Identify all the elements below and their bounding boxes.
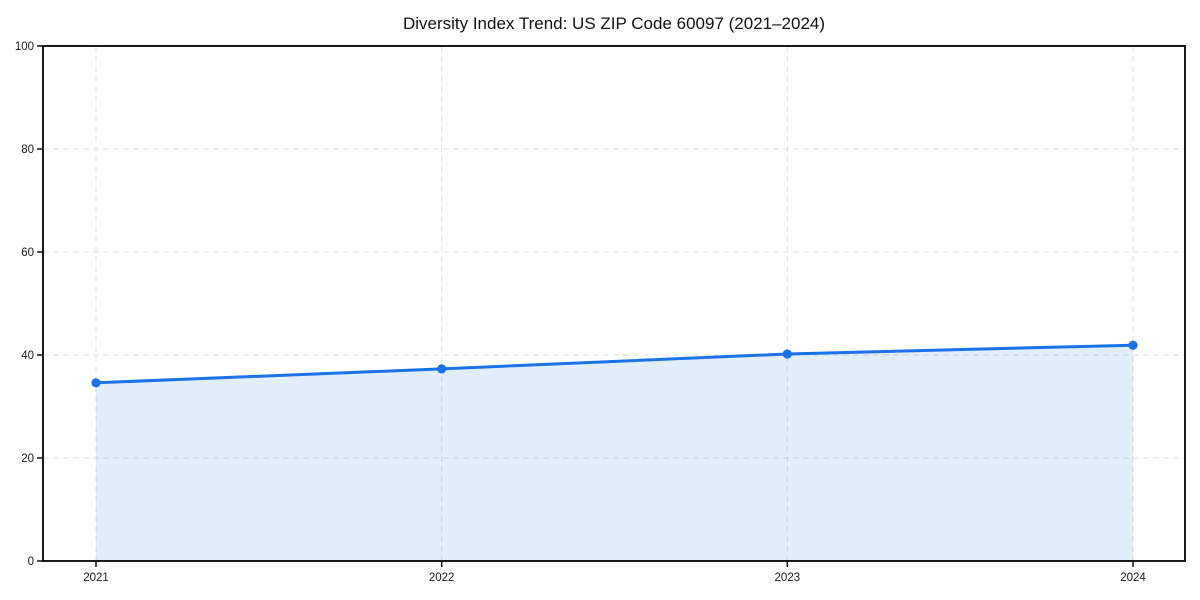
y-tick-label: 100 xyxy=(15,41,34,53)
x-tick-label: 2022 xyxy=(429,572,455,584)
chart-title: Diversity Index Trend: US ZIP Code 60097… xyxy=(402,14,826,33)
y-tick-label: 60 xyxy=(21,247,34,259)
area-fill xyxy=(96,345,1133,561)
data-point-2023 xyxy=(782,349,792,359)
trend-line xyxy=(94,343,1135,385)
x-tick-label: 2021 xyxy=(83,572,109,584)
data-point-2021 xyxy=(91,378,101,388)
y-tick-label: 80 xyxy=(21,144,34,156)
x-tick-label: 2024 xyxy=(1120,572,1146,584)
data-point-2024 xyxy=(1128,340,1138,350)
x-tick-label: 2023 xyxy=(775,572,801,584)
y-tick-label: 0 xyxy=(28,556,34,568)
y-tick-label: 20 xyxy=(21,453,34,465)
y-tick-label: 40 xyxy=(21,350,34,362)
data-point-2022 xyxy=(437,364,447,374)
plot-border xyxy=(42,45,1186,562)
